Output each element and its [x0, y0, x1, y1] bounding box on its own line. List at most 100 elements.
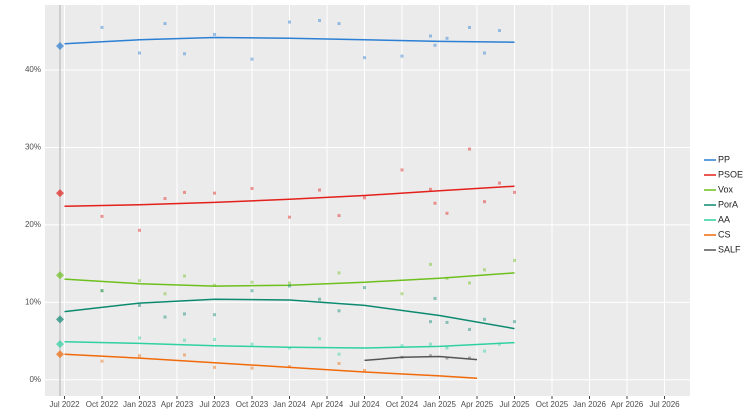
poll-point — [363, 368, 366, 372]
poll-point — [498, 181, 501, 185]
y-tick-label: 30% — [25, 143, 41, 152]
poll-point — [318, 337, 321, 341]
poll-point — [363, 196, 366, 200]
poll-point — [445, 320, 449, 324]
trend-line — [64, 36, 515, 45]
poll-point — [213, 283, 216, 287]
y-tick-label: 0% — [29, 375, 41, 384]
poll-point — [163, 315, 167, 319]
plot-background — [45, 5, 690, 396]
poll-point — [138, 354, 141, 358]
grid — [45, 5, 690, 396]
poll-point — [483, 200, 486, 204]
poll-point — [400, 344, 404, 348]
poll-point — [483, 349, 486, 353]
x-tick-label: Jan 2025 — [423, 400, 456, 409]
legend-label: PP — [718, 154, 730, 164]
election-result — [56, 271, 64, 280]
poll-point — [513, 190, 516, 194]
trend-line — [64, 298, 515, 330]
trend-line — [64, 353, 478, 379]
poll-point — [429, 262, 432, 266]
x-tick-label: Apr 2024 — [311, 400, 344, 409]
poll-point — [250, 186, 254, 190]
poll-point — [468, 25, 471, 29]
x-tick-label: Oct 2023 — [236, 400, 269, 409]
poll-point — [429, 34, 432, 38]
poll-point — [337, 271, 341, 275]
election-result — [56, 315, 64, 324]
poll-point — [183, 52, 186, 56]
poll-point — [288, 284, 291, 288]
poll-point — [433, 201, 437, 205]
legend-label: PSOE — [718, 169, 743, 179]
poll-point — [250, 280, 254, 284]
poll-point — [138, 279, 141, 283]
poll-point — [337, 214, 341, 218]
poll-point — [429, 354, 432, 358]
poll-point — [138, 228, 141, 232]
x-tick-label: Jul 2022 — [49, 400, 80, 409]
poll-point — [445, 36, 449, 40]
poll-point — [163, 197, 167, 201]
poll-point — [337, 352, 341, 356]
poll-point — [337, 309, 341, 313]
poll-point — [400, 292, 404, 296]
trend-line — [64, 341, 515, 349]
x-tick-label: Apr 2023 — [161, 400, 194, 409]
poll-point — [318, 297, 321, 301]
poll-point — [213, 313, 216, 317]
poll-point — [498, 342, 501, 346]
poll-point — [250, 342, 254, 346]
poll-point — [363, 286, 366, 290]
poll-point — [288, 215, 291, 219]
poll-point — [318, 18, 321, 22]
poll-point — [498, 29, 501, 33]
poll-point — [100, 289, 104, 293]
poll-point — [288, 281, 291, 285]
poll-point — [183, 353, 186, 357]
poll-point — [250, 366, 254, 370]
poll-point — [337, 22, 341, 26]
poll-point — [483, 268, 486, 272]
x-tick-label: Jul 2023 — [199, 400, 230, 409]
poll-point — [468, 281, 471, 285]
poll-point — [183, 190, 186, 194]
poll-point — [213, 365, 216, 369]
marks — [56, 18, 516, 379]
poll-point — [100, 289, 104, 293]
legend: PP PSOE Vox PorA AA CS SALF — [704, 154, 743, 254]
poll-point — [100, 25, 104, 29]
x-tick-label: Jul 2026 — [649, 400, 680, 409]
poll-point — [100, 359, 104, 363]
x-tick-label: Jul 2024 — [349, 400, 380, 409]
poll-point — [288, 346, 291, 350]
election-result — [56, 189, 64, 198]
election-result — [56, 340, 64, 349]
poll-point — [429, 320, 432, 324]
poll-point — [213, 337, 216, 341]
election-result — [56, 350, 64, 359]
poll-point — [433, 43, 437, 47]
poll-point — [468, 356, 471, 360]
poll-point — [163, 292, 167, 296]
trend-line — [364, 355, 478, 362]
legend-label: Vox — [718, 184, 734, 194]
x-tick-label: Oct 2025 — [536, 400, 569, 409]
x-tick-label: Oct 2024 — [386, 400, 419, 409]
poll-point — [513, 320, 516, 324]
poll-point — [483, 51, 486, 55]
trend-line — [64, 272, 515, 287]
election-result — [56, 42, 64, 51]
poll-point — [445, 346, 449, 350]
poll-point — [445, 356, 449, 360]
poll-point — [183, 274, 186, 278]
x-tick-label: Jan 2023 — [123, 400, 156, 409]
poll-point — [363, 56, 366, 60]
poll-point — [513, 259, 516, 263]
poll-point — [468, 147, 471, 151]
legend-label: PorA — [718, 199, 738, 209]
poll-point — [213, 191, 216, 195]
poll-point — [400, 54, 404, 58]
poll-point — [138, 303, 141, 307]
